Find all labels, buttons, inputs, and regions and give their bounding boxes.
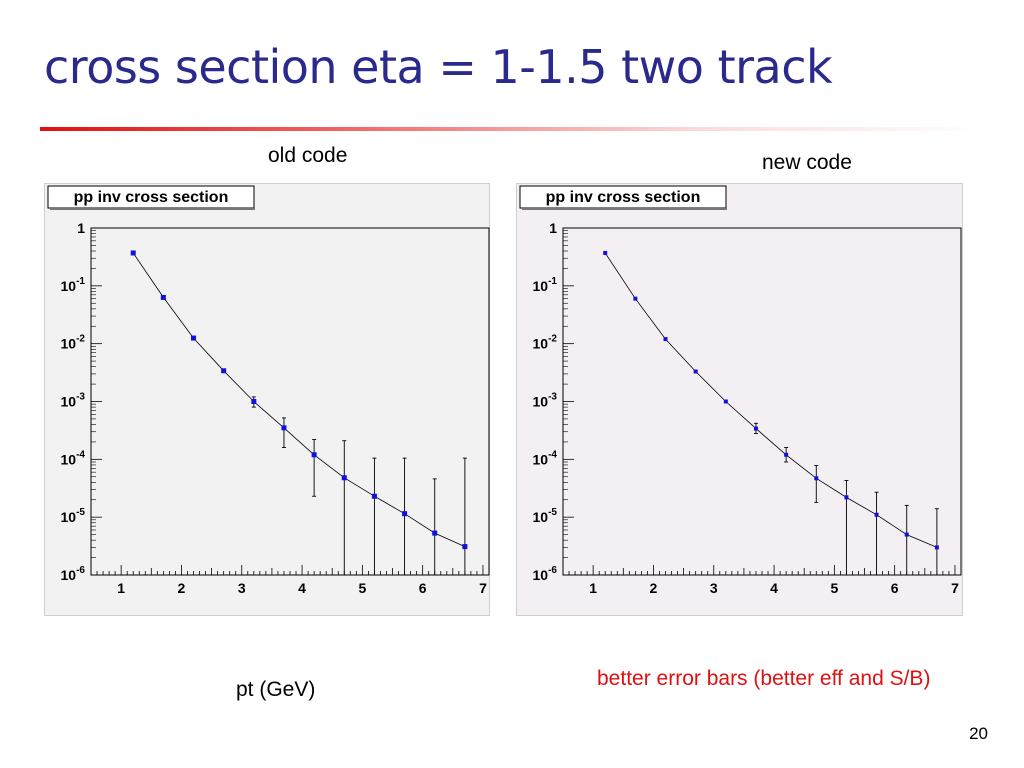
data-point xyxy=(693,369,698,374)
y-tick-label: 1 xyxy=(549,220,557,236)
x-tick-label: 3 xyxy=(710,580,718,596)
title-underline xyxy=(40,127,988,131)
panel-background xyxy=(44,183,490,616)
x-tick-label: 6 xyxy=(419,580,427,596)
chart-title: pp inv cross section xyxy=(74,189,229,206)
x-tick-label: 6 xyxy=(891,580,899,596)
y-tick-label: 10-1 xyxy=(533,276,558,294)
y-tick-label: 10-2 xyxy=(533,334,558,352)
right-plot-caption: new code xyxy=(762,151,852,174)
data-point xyxy=(633,296,638,301)
data-point xyxy=(402,511,408,517)
y-tick-label: 10-2 xyxy=(61,334,86,352)
x-tick-label: 3 xyxy=(238,580,246,596)
data-point xyxy=(603,250,608,255)
data-point xyxy=(371,493,377,499)
x-tick-label: 1 xyxy=(117,580,125,596)
old-code-plot-svg: pp inv cross section 1 2 3 4 5 6 7 1 10-1 10-2 10-3… xyxy=(44,183,490,616)
y-tick-label: 10-3 xyxy=(61,392,86,410)
new-code-plot: pp inv cross section 1 2 3 4 5 6 7 1 10-1 10-2 10-3… xyxy=(516,183,963,616)
data-point xyxy=(221,368,227,374)
y-tick-label: 10-6 xyxy=(533,565,558,583)
y-tick-label: 10-6 xyxy=(61,565,86,583)
data-point xyxy=(814,476,819,481)
x-tick-label: 4 xyxy=(298,580,306,596)
data-point xyxy=(874,512,879,517)
y-tick-label: 10-5 xyxy=(533,507,558,525)
data-point xyxy=(934,545,939,550)
chart-title-box: pp inv cross section xyxy=(519,185,727,210)
x-tick-label: 5 xyxy=(358,580,366,596)
series-line xyxy=(132,252,466,547)
panel-background xyxy=(516,183,963,616)
data-point xyxy=(191,335,197,341)
y-tick-label: 10-5 xyxy=(61,507,86,525)
chart-title: pp inv cross section xyxy=(546,189,701,206)
data-point xyxy=(341,475,347,481)
x-tick-label: 4 xyxy=(770,580,778,596)
improvement-note: better error bars (better eff and S/B) xyxy=(597,667,931,690)
left-plot-caption: old code xyxy=(268,144,348,167)
y-tick-label: 10-4 xyxy=(61,449,86,467)
data-point xyxy=(311,452,317,458)
y-tick-label: 10-3 xyxy=(533,392,558,410)
data-point xyxy=(251,399,257,404)
x-axis-caption: pt (GeV) xyxy=(236,678,316,701)
page-number: 20 xyxy=(969,724,988,743)
y-tick-label: 10-4 xyxy=(533,449,558,467)
y-tick-label: 10-1 xyxy=(61,276,86,294)
data-point xyxy=(462,544,468,550)
new-code-plot-svg: pp inv cross section 1 2 3 4 5 6 7 1 10-1 10-2 10-3… xyxy=(516,183,963,616)
data-point xyxy=(904,532,909,537)
x-tick-label: 5 xyxy=(830,580,838,596)
x-tick-label: 2 xyxy=(650,580,658,596)
x-tick-label: 7 xyxy=(951,580,959,596)
data-point xyxy=(723,399,728,404)
x-tick-label: 2 xyxy=(178,580,186,596)
chart-title-box: pp inv cross section xyxy=(47,185,255,210)
x-tick-label: 7 xyxy=(479,580,487,596)
old-code-plot: pp inv cross section 1 2 3 4 5 6 7 1 10-1 10-2 10-3… xyxy=(44,183,490,616)
slide-title: cross section eta = 1-1.5 two track xyxy=(44,40,833,94)
data-point xyxy=(281,425,287,431)
y-tick-label: 1 xyxy=(77,220,85,236)
data-point xyxy=(663,337,668,342)
series-line xyxy=(604,252,938,548)
data-point xyxy=(753,426,758,431)
data-point xyxy=(784,452,789,457)
data-point xyxy=(432,530,438,536)
x-tick-label: 1 xyxy=(589,580,597,596)
data-point xyxy=(130,250,136,256)
data-point xyxy=(844,495,849,500)
data-point xyxy=(160,294,166,300)
